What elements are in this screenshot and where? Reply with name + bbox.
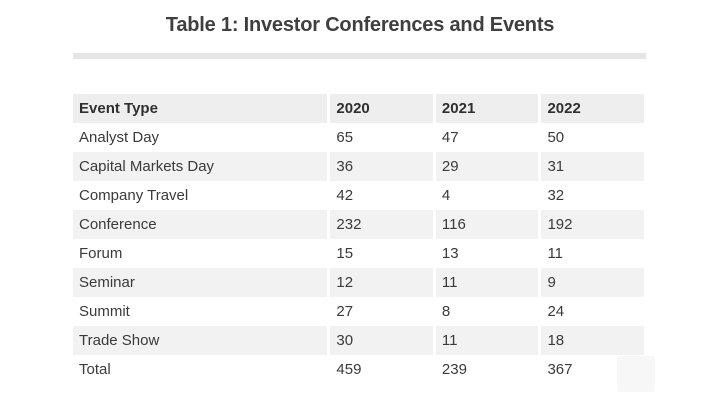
cell-2021: 11 [432, 268, 540, 297]
table-row-total: Total 459 239 367 [73, 355, 644, 384]
page-title: Table 1: Investor Conferences and Events [165, 14, 555, 36]
cell-2022: 18 [538, 326, 644, 355]
cell-event-type: Trade Show [73, 326, 329, 355]
cell-2021: 4 [432, 181, 540, 210]
cell-2020: 459 [327, 355, 435, 384]
cell-2021: 8 [432, 297, 540, 326]
cell-2022: 9 [538, 268, 644, 297]
cell-event-type: Capital Markets Day [73, 152, 329, 181]
cell-2020: 36 [327, 152, 435, 181]
cell-event-type: Analyst Day [79, 129, 160, 146]
table-body: Analyst Day 65 47 50 Capital Markets Day… [73, 123, 644, 384]
faded-overlay-box [617, 356, 655, 392]
cell-2020: 42 [327, 181, 435, 210]
cell-2021: 239 [432, 355, 540, 384]
cell-event-type: Forum [79, 245, 123, 262]
events-table: Event Type 2020 2021 2022 Analyst Day 65… [73, 94, 644, 384]
cell-2020: 27 [327, 297, 435, 326]
cell-event-type: Summit [79, 303, 130, 320]
cell-2022: 32 [538, 181, 644, 210]
cell-2020: 12 [327, 268, 435, 297]
cell-2022: 192 [538, 210, 644, 239]
cell-2021: 29 [432, 152, 540, 181]
table-row: Conference 232 116 192 [73, 210, 644, 239]
cell-2020: 15 [327, 239, 435, 268]
cell-event-type: Total [79, 361, 111, 378]
table-row: Summit 27 8 24 [73, 297, 644, 326]
header-2020: 2020 [327, 94, 435, 123]
cell-event-type: Company Travel [79, 187, 189, 204]
cell-2021: 47 [432, 123, 540, 152]
cell-event-type: Seminar [73, 268, 329, 297]
cell-event-type: Conference [73, 210, 329, 239]
cell-2022: 31 [538, 152, 644, 181]
title-divider [73, 53, 646, 59]
table-row: Forum 15 13 11 [73, 239, 644, 268]
table-row: Seminar 12 11 9 [73, 268, 644, 297]
table-row: Company Travel 42 4 32 [73, 181, 644, 210]
cell-2021: 13 [432, 239, 540, 268]
cell-2020: 65 [327, 123, 435, 152]
cell-2022: 11 [538, 239, 644, 268]
header-row: Event Type 2020 2021 2022 [73, 94, 644, 123]
header-2021: 2021 [432, 94, 540, 123]
cell-2021: 11 [432, 326, 540, 355]
cell-2020: 232 [327, 210, 435, 239]
cell-2021: 116 [432, 210, 540, 239]
cell-2020: 30 [327, 326, 435, 355]
cell-2022: 50 [538, 123, 644, 152]
cell-2022: 24 [538, 297, 644, 326]
header-2022: 2022 [538, 94, 644, 123]
table-header: Event Type 2020 2021 2022 [73, 94, 644, 123]
table-row: Capital Markets Day 36 29 31 [73, 152, 644, 181]
header-event-type: Event Type [73, 94, 329, 123]
table-row: Analyst Day 65 47 50 [73, 123, 644, 152]
table-row: Trade Show 30 11 18 [73, 326, 644, 355]
